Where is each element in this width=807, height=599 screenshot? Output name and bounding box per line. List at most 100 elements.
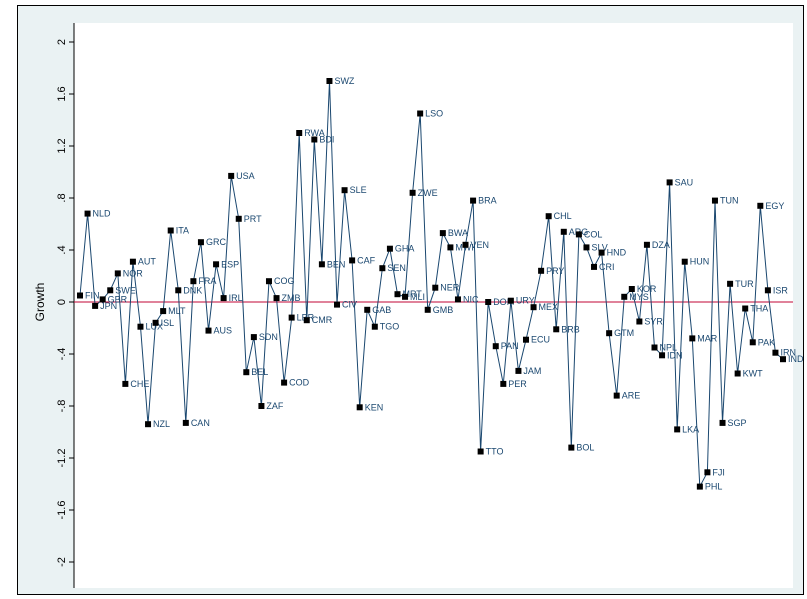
data-point-marker xyxy=(303,317,310,324)
data-point-marker xyxy=(628,286,635,292)
data-point-label: CMR xyxy=(312,315,333,325)
data-point-marker xyxy=(394,291,401,298)
data-point-marker xyxy=(734,370,741,377)
data-point-marker xyxy=(107,287,114,294)
data-point-marker xyxy=(538,267,545,274)
data-point-marker xyxy=(84,210,91,217)
series-line xyxy=(79,80,784,489)
data-point-label: HUN xyxy=(690,257,710,267)
data-point-label: USA xyxy=(236,171,255,181)
data-point-label: PAN xyxy=(501,341,519,351)
y-tick-label: 2 xyxy=(56,39,68,45)
data-point-label: PAK xyxy=(758,337,775,347)
data-point-label: SWZ xyxy=(334,76,354,86)
data-point-marker xyxy=(258,403,265,409)
y-tick-label: -2 xyxy=(56,557,68,567)
data-point-marker xyxy=(742,305,749,312)
data-point-label: COD xyxy=(289,378,310,388)
y-tick-label: 0 xyxy=(56,299,68,305)
data-point-label: ITA xyxy=(176,226,189,236)
data-point-marker xyxy=(99,296,106,303)
data-point-marker xyxy=(651,344,658,351)
data-point-label: BRB xyxy=(561,324,580,334)
data-point-label: GRC xyxy=(206,237,227,247)
data-point-marker xyxy=(379,265,386,272)
data-point-label: PHL xyxy=(705,482,723,492)
data-point-label: ZMB xyxy=(282,293,301,303)
data-point-label: RWA xyxy=(304,128,325,138)
chart-svg: -2 -1.6 -1.2 -.8 -.4 0 .4 .8 1.2 1.6 2 Growth FIN NLD… xyxy=(33,23,804,588)
data-point-label: MEX xyxy=(539,302,559,312)
data-point-label: SGP xyxy=(728,418,747,428)
y-tick-label: -1.6 xyxy=(56,501,68,520)
data-point-label: BOL xyxy=(576,443,594,453)
data-point-marker xyxy=(485,299,492,305)
data-point-label: CAN xyxy=(191,418,210,428)
data-point-marker xyxy=(197,239,204,246)
data-point-label: GBR xyxy=(108,294,128,304)
y-tick-label: .4 xyxy=(56,245,68,254)
data-point-label: SLE xyxy=(350,185,367,195)
data-point-label: PER xyxy=(508,379,527,389)
data-point-marker xyxy=(704,469,711,476)
data-point-label: KEN xyxy=(365,402,384,412)
data-point-label: AUT xyxy=(138,257,157,267)
data-point-marker xyxy=(334,301,341,308)
data-point-marker xyxy=(281,379,288,386)
y-tick-label: .8 xyxy=(56,193,68,202)
data-point-marker xyxy=(265,278,272,285)
data-point-label: ZAF xyxy=(266,401,284,411)
data-point-marker xyxy=(182,419,189,426)
data-point-marker xyxy=(349,257,356,264)
y-tick-label: -.8 xyxy=(56,400,68,413)
data-point-label: NPL xyxy=(659,343,677,353)
data-point-marker xyxy=(205,327,212,334)
data-point-label: BWA xyxy=(448,228,468,238)
data-point-label: ARE xyxy=(622,391,641,401)
data-point-label: CHL xyxy=(554,211,572,221)
data-point-marker xyxy=(591,263,598,270)
data-point-marker xyxy=(530,304,537,311)
data-point-label: MLI xyxy=(410,292,425,302)
data-point-marker xyxy=(439,230,446,237)
y-tick-label: -1.2 xyxy=(56,449,68,468)
data-point-marker xyxy=(356,404,363,411)
data-point-label: IRN xyxy=(780,348,796,358)
data-point-marker xyxy=(659,352,666,359)
data-point-label: KWT xyxy=(743,369,763,379)
data-point-label: BDI xyxy=(319,135,334,145)
data-point-marker xyxy=(613,392,620,399)
data-point-label: BEN xyxy=(327,259,346,269)
data-point-marker xyxy=(477,448,484,455)
data-point-label: CRI xyxy=(599,262,615,272)
data-point-marker xyxy=(719,419,726,426)
data-point-label: NZL xyxy=(153,419,170,429)
data-point-label: JPN xyxy=(100,301,117,311)
data-point-label: IRL xyxy=(229,293,243,303)
data-point-label: ISR xyxy=(773,285,789,295)
data-point-marker xyxy=(598,249,605,256)
data-point-label: ECU xyxy=(531,335,550,345)
data-point-marker xyxy=(606,330,613,337)
data-point-label: TUN xyxy=(720,196,739,206)
data-point-label: DOM xyxy=(493,297,514,307)
data-point-marker xyxy=(492,343,499,350)
data-point-label: FJI xyxy=(712,467,725,477)
data-point-marker xyxy=(666,179,673,186)
data-point-marker xyxy=(772,349,779,356)
data-point-marker xyxy=(553,326,560,333)
data-point-label: SEN xyxy=(387,263,406,273)
data-point-marker xyxy=(220,295,227,302)
data-point-label: IDN xyxy=(667,350,683,360)
data-point-marker xyxy=(424,306,431,313)
data-point-marker xyxy=(114,270,121,277)
data-point-marker xyxy=(500,380,507,387)
y-axis-title: Growth xyxy=(33,283,47,322)
data-point-marker xyxy=(273,295,280,302)
data-point-label: NIC xyxy=(463,294,479,304)
data-point-marker xyxy=(160,308,167,315)
data-point-label: NER xyxy=(440,283,460,293)
data-point-label: NOR xyxy=(123,268,144,278)
data-point-marker xyxy=(137,323,144,330)
data-point-label: JAM xyxy=(523,366,541,376)
